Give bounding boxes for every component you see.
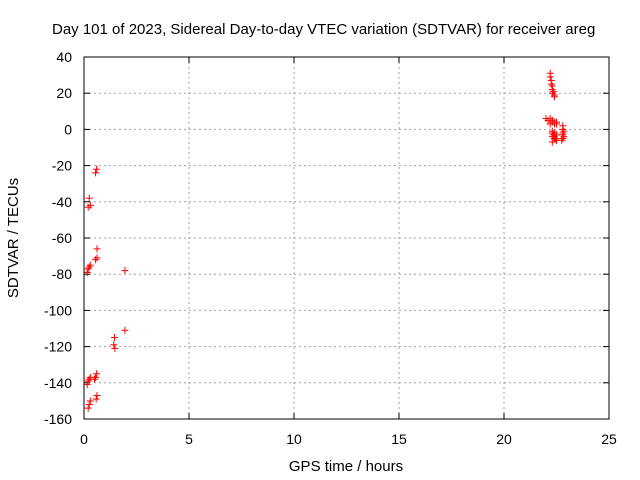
axis-ticks: 0 5 10 15 20 25 -160 -140 -120 -100 -80 -60 -40 -20 0 2… xyxy=(44,49,617,447)
data-point xyxy=(92,395,100,403)
data-point xyxy=(83,268,91,276)
data-point xyxy=(85,263,93,271)
y-tick-label: -160 xyxy=(44,411,72,427)
plot-frame xyxy=(83,56,610,420)
y-tick-label: -100 xyxy=(44,302,72,318)
data-point xyxy=(93,245,101,253)
data-point xyxy=(548,138,556,146)
data-point xyxy=(93,370,101,378)
x-tick-label: 15 xyxy=(391,431,407,447)
data-point xyxy=(111,344,119,352)
grid-lines xyxy=(84,57,609,419)
data-point xyxy=(93,254,101,262)
data-point xyxy=(93,165,101,173)
data-point xyxy=(550,93,558,101)
data-point xyxy=(121,326,129,334)
y-tick-label: 40 xyxy=(56,49,72,65)
data-point xyxy=(83,381,91,389)
x-tick-label: 20 xyxy=(496,431,512,447)
y-tick-label: 20 xyxy=(56,85,72,101)
x-axis-label: GPS time / hours xyxy=(289,458,403,475)
y-tick-label: -120 xyxy=(44,339,72,355)
data-point xyxy=(553,136,560,144)
data-point xyxy=(84,377,92,385)
data-point xyxy=(560,133,568,141)
data-point xyxy=(553,120,560,128)
data-point xyxy=(110,341,118,349)
data-point xyxy=(92,256,100,264)
data-point xyxy=(546,73,554,81)
data-point xyxy=(549,131,557,139)
x-tick-label: 25 xyxy=(601,431,617,447)
y-tick-label: -80 xyxy=(52,266,72,282)
data-point xyxy=(547,80,555,88)
data-point xyxy=(84,404,92,412)
data-point xyxy=(110,334,118,342)
data-point xyxy=(86,397,94,405)
data-point xyxy=(84,265,92,273)
x-tick-label: 5 xyxy=(185,431,193,447)
data-point xyxy=(85,194,93,202)
data-point xyxy=(92,169,100,177)
data-points xyxy=(83,69,568,412)
data-point xyxy=(548,129,556,137)
data-point xyxy=(85,375,93,383)
y-tick-label: -20 xyxy=(52,158,72,174)
data-point xyxy=(84,203,92,211)
x-tick-label: 10 xyxy=(286,431,302,447)
x-tick-label: 0 xyxy=(80,431,88,447)
y-tick-label: -140 xyxy=(44,375,72,391)
data-point xyxy=(93,391,101,399)
data-point xyxy=(121,267,129,275)
data-point xyxy=(550,133,558,141)
data-point xyxy=(551,134,559,142)
data-point xyxy=(549,87,557,95)
y-tick-label: -40 xyxy=(52,194,72,210)
y-tick-label: 0 xyxy=(64,121,72,137)
data-point xyxy=(559,134,567,142)
data-point xyxy=(86,261,94,269)
data-point xyxy=(86,373,94,381)
y-tick-label: -60 xyxy=(52,230,72,246)
data-point xyxy=(85,401,93,409)
chart-title: Day 101 of 2023, Sidereal Day-to-day VTE… xyxy=(52,21,595,38)
y-axis-label: SDTVAR / TECUs xyxy=(5,178,22,298)
